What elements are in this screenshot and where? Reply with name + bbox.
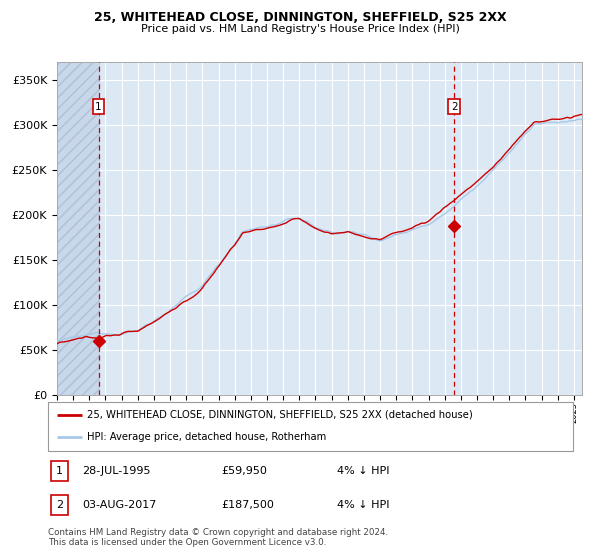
Text: Contains HM Land Registry data © Crown copyright and database right 2024.
This d: Contains HM Land Registry data © Crown c… <box>48 528 388 547</box>
Text: 25, WHITEHEAD CLOSE, DINNINGTON, SHEFFIELD, S25 2XX: 25, WHITEHEAD CLOSE, DINNINGTON, SHEFFIE… <box>94 11 506 24</box>
Text: 2: 2 <box>451 101 458 111</box>
Text: 03-AUG-2017: 03-AUG-2017 <box>82 500 157 510</box>
FancyBboxPatch shape <box>48 402 573 451</box>
Text: £59,950: £59,950 <box>221 466 267 476</box>
Text: 25, WHITEHEAD CLOSE, DINNINGTON, SHEFFIELD, S25 2XX (detached house): 25, WHITEHEAD CLOSE, DINNINGTON, SHEFFIE… <box>88 410 473 420</box>
Text: HPI: Average price, detached house, Rotherham: HPI: Average price, detached house, Roth… <box>88 432 326 442</box>
Text: 2: 2 <box>56 500 63 510</box>
FancyBboxPatch shape <box>51 495 68 515</box>
Text: 1: 1 <box>95 101 102 111</box>
Bar <box>57 62 98 395</box>
Text: Price paid vs. HM Land Registry's House Price Index (HPI): Price paid vs. HM Land Registry's House … <box>140 24 460 34</box>
Text: 28-JUL-1995: 28-JUL-1995 <box>82 466 151 476</box>
FancyBboxPatch shape <box>51 461 68 481</box>
Text: 4% ↓ HPI: 4% ↓ HPI <box>337 466 389 476</box>
Text: £187,500: £187,500 <box>221 500 274 510</box>
Bar <box>57 62 98 395</box>
Text: 1: 1 <box>56 466 63 476</box>
Text: 4% ↓ HPI: 4% ↓ HPI <box>337 500 389 510</box>
